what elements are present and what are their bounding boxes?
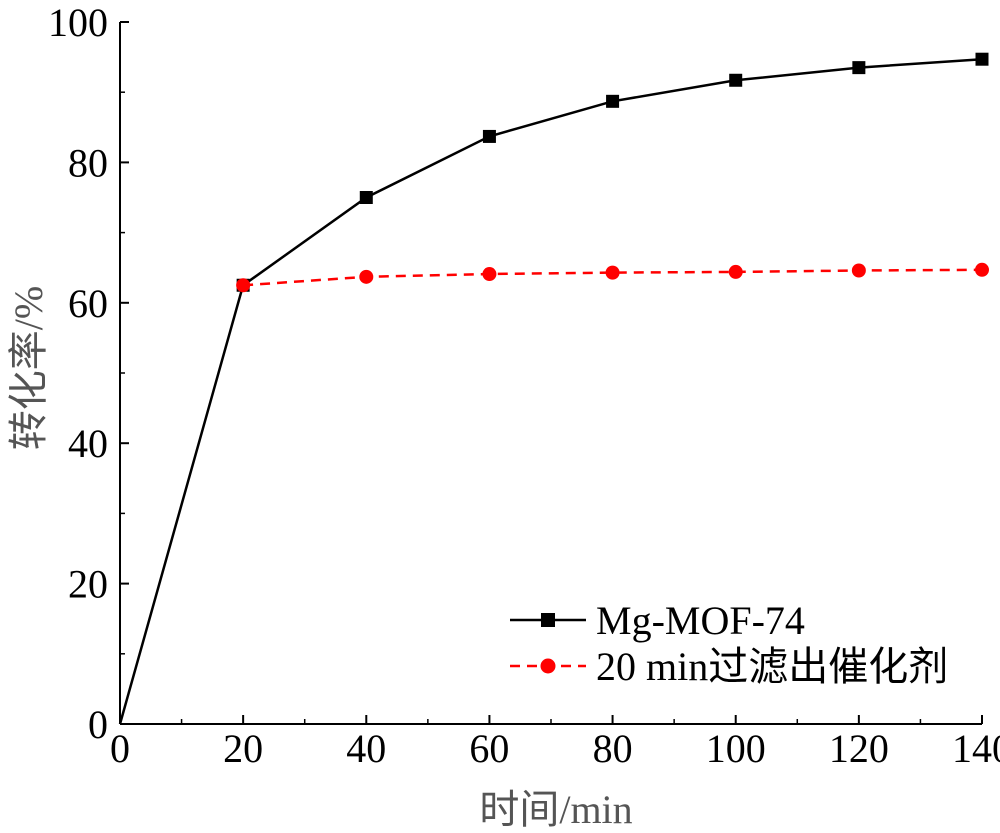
series-0-point bbox=[729, 73, 743, 87]
series-1-point bbox=[605, 265, 620, 280]
y-tick-label: 40 bbox=[68, 421, 108, 466]
y-tick-label: 80 bbox=[68, 140, 108, 185]
series-1-point bbox=[359, 269, 374, 284]
legend: Mg-MOF-74 20 min过滤出催化剂 bbox=[510, 598, 948, 689]
series-0-point bbox=[482, 129, 496, 143]
x-tick-label: 40 bbox=[346, 726, 386, 771]
x-tick-label: 60 bbox=[469, 726, 509, 771]
series-0-point bbox=[359, 191, 373, 204]
series-0-point bbox=[606, 94, 620, 108]
series-0-point bbox=[975, 52, 989, 66]
y-tick-label: 20 bbox=[68, 562, 108, 607]
series-line-0 bbox=[118, 57, 983, 725]
x-tick-label: 80 bbox=[593, 726, 633, 771]
x-tick-label: 20 bbox=[223, 726, 263, 771]
series-1-point bbox=[728, 264, 743, 279]
series-1-point bbox=[851, 263, 866, 278]
legend-label-filtered: 20 min过滤出催化剂 bbox=[596, 644, 948, 689]
y-tick-label: 0 bbox=[88, 702, 108, 747]
legend-label-mg-mof-74: Mg-MOF-74 bbox=[596, 598, 805, 643]
x-tick-label: 140 bbox=[952, 726, 1000, 771]
series-1-point bbox=[975, 262, 989, 277]
x-tick-label: 120 bbox=[829, 726, 889, 771]
series-layer bbox=[118, 52, 989, 725]
y-tick-label: 60 bbox=[68, 281, 108, 326]
series-1-point bbox=[482, 267, 497, 282]
y-tick-label: 100 bbox=[48, 0, 108, 45]
x-tick-label: 0 bbox=[110, 726, 130, 771]
series-0-point bbox=[852, 61, 866, 75]
series-1-point bbox=[236, 278, 251, 293]
y-axis-label: 转化率/% bbox=[6, 286, 51, 450]
x-tick-label: 100 bbox=[706, 726, 766, 771]
axes bbox=[119, 21, 983, 725]
legend-marker-filtered bbox=[540, 658, 556, 674]
legend-marker-mg-mof-74 bbox=[541, 613, 555, 627]
tick-labels: 0 20 40 60 80 100 0 20 40 60 80 100 120 140 bbox=[48, 0, 1000, 771]
x-axis-label: 时间/min bbox=[479, 787, 632, 832]
